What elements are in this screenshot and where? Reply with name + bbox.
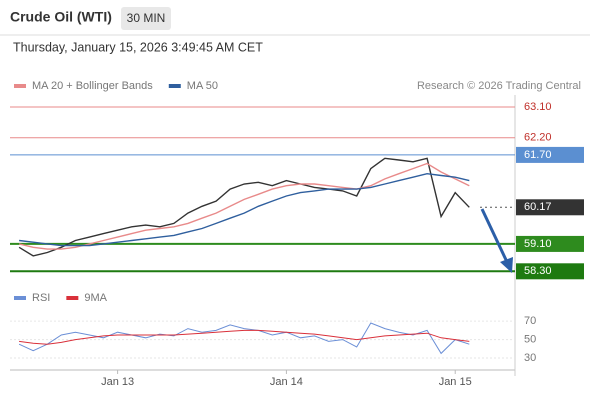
- level-box: [516, 146, 584, 163]
- source: Research © 2026 Trading Central: [417, 80, 581, 92]
- level-box: [516, 235, 584, 252]
- legend-label: MA 50: [187, 80, 218, 92]
- instrument-title: Crude Oil (WTI): [10, 9, 112, 25]
- y-tick-label: 30: [524, 352, 536, 364]
- level-label: 63.10: [524, 101, 552, 113]
- series-line: [19, 329, 470, 345]
- level-box: [516, 263, 584, 280]
- series-line: [19, 172, 470, 247]
- x-tick-label: Jan 13: [101, 376, 134, 388]
- legend-label: 9MA: [84, 292, 107, 304]
- y-tick-label: 50: [524, 334, 536, 346]
- level-label: 62.20: [524, 132, 552, 144]
- legend-swatch: [66, 296, 79, 300]
- level-label: 58.30: [524, 265, 552, 277]
- x-tick-label: Jan 15: [439, 376, 472, 388]
- level-label: 60.17: [524, 201, 552, 213]
- timeframe-label[interactable]: 30 MIN: [127, 11, 166, 25]
- legend-swatch: [14, 296, 26, 300]
- forecast-arrowhead: [500, 257, 513, 273]
- price-line: [18, 157, 470, 257]
- level-box: [516, 199, 584, 216]
- level-label: 61.70: [524, 149, 552, 161]
- level-label: 59.10: [524, 238, 552, 250]
- timeframe-button[interactable]: [121, 7, 171, 30]
- legend-label: RSI: [32, 292, 50, 304]
- legend-swatch: [168, 84, 181, 88]
- timestamp: Thursday, January 15, 2026 3:49:45 AM CE…: [13, 40, 263, 54]
- series-line: [18, 162, 470, 250]
- series-line: [18, 322, 470, 355]
- legend-swatch: [14, 84, 26, 88]
- y-tick-label: 70: [524, 315, 536, 327]
- legend-label: MA 20 + Bollinger Bands: [32, 80, 153, 92]
- forecast-arrow: [480, 208, 509, 263]
- x-tick-label: Jan 14: [270, 376, 303, 388]
